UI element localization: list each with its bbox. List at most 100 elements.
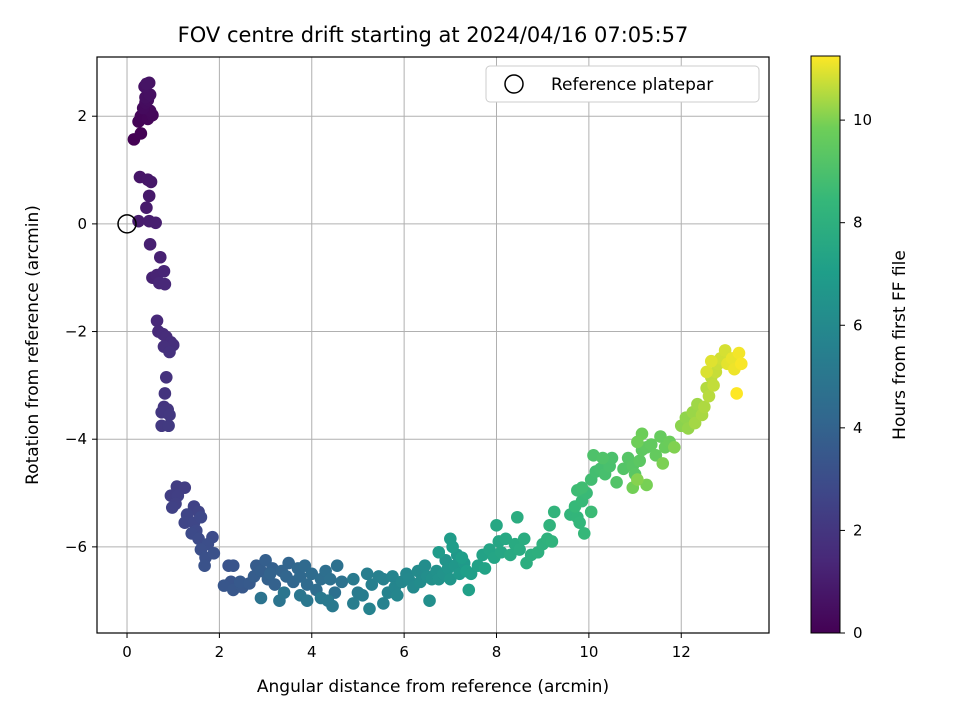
data-point [490,519,503,532]
data-point [631,473,644,486]
data-point [157,264,171,278]
colorbar-tick-label: 0 [853,624,863,642]
data-point [142,189,156,203]
data-point [444,572,457,586]
data-point [163,408,176,422]
y-tick-label: −6 [65,538,87,556]
data-point [446,540,459,554]
x-axis-ticks: 0 2 4 6 8 10 12 [122,633,691,661]
data-point [545,535,559,548]
data-point [158,277,172,291]
x-tick-label: 4 [307,643,317,661]
data-point [702,389,716,403]
data-point [277,586,291,599]
data-point [462,583,476,597]
x-tick-label: 6 [399,643,409,661]
data-point [432,545,446,559]
data-point [656,457,670,470]
colorbar-gradient [810,55,841,634]
data-point [143,238,157,251]
data-point [455,551,469,564]
data-point [300,594,314,608]
data-point [282,556,295,570]
data-point [377,597,390,610]
data-point [198,559,211,573]
legend-marker-reference [504,74,524,94]
data-point [149,216,162,230]
x-tick-label: 10 [579,643,598,661]
plot-frame [96,56,770,634]
data-point [504,548,517,562]
data-point [162,419,175,433]
data-point [633,454,646,468]
legend: Reference platepar [485,65,760,103]
data-point [390,589,404,602]
data-point [268,578,282,591]
y-tick-label: 2 [77,107,87,125]
data-point [226,559,240,573]
colorbar-label: Hours from first FF file [890,250,910,440]
data-point [700,365,713,379]
colorbar: 0 2 4 6 8 10 [810,55,872,642]
data-point [510,510,524,524]
data-point [423,594,436,608]
data-point [323,572,337,586]
data-point [707,379,720,392]
data-point [163,345,176,359]
data-point [347,572,360,586]
data-point [596,451,610,465]
data-point [573,516,586,529]
data-point [254,591,268,605]
data-point [577,527,591,540]
data-point [547,505,561,519]
data-point [207,547,221,560]
data-point [513,543,526,556]
data-point [644,438,658,451]
data-point [499,532,513,546]
data-point [150,314,164,328]
data-point [192,532,205,546]
data-point [165,501,179,514]
data-point [360,567,374,581]
colorbar-tick-label: 4 [853,419,863,437]
data-point [356,589,369,602]
legend-box [485,65,760,103]
y-axis-label: Rotation from reference (arcmin) [23,205,43,485]
data-points [127,76,748,616]
data-point [640,478,653,492]
data-point [734,357,748,371]
colorbar-tick-label: 8 [853,214,863,232]
y-tick-label: 0 [77,215,87,233]
data-point [610,475,623,489]
data-point [730,387,743,400]
data-point [178,516,192,529]
colorbar-tick-label: 6 [853,316,863,334]
data-point [704,354,718,368]
data-point [631,435,644,449]
data-point [732,346,746,360]
x-tick-label: 8 [492,643,502,661]
data-point [194,510,208,524]
data-point [263,567,277,581]
x-tick-label: 12 [672,643,691,661]
data-point [144,175,158,189]
data-point [698,400,711,414]
colorbar-ticks: 0 2 4 6 8 10 [840,111,872,642]
data-point [478,562,492,575]
data-point [347,597,360,610]
data-point [386,570,399,583]
reference-marker [117,214,137,234]
data-point [158,387,172,400]
data-point [575,481,589,494]
x-tick-label: 0 [122,643,132,661]
data-point [153,250,167,264]
chart-title: FOV centre drift starting at 2024/04/16 … [178,23,689,47]
legend-label: Reference platepar [551,75,713,95]
data-point [543,519,556,532]
data-point [300,578,314,591]
reference-platepar-marker [117,214,137,234]
data-point [418,559,432,573]
data-point [668,440,681,454]
y-tick-label: −2 [65,323,87,341]
